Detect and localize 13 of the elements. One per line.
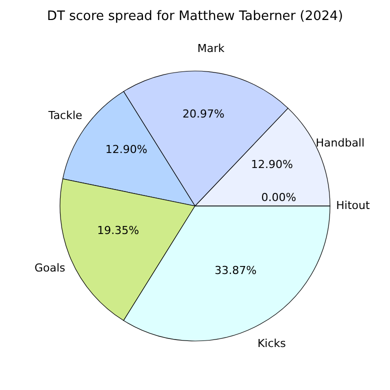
data-label: 33.87% <box>214 264 257 278</box>
slice-label: Goals <box>34 261 66 274</box>
data-label: 19.35% <box>97 224 140 238</box>
data-label: 12.90% <box>250 158 293 171</box>
slice-label: Tackle <box>47 108 83 122</box>
data-label: 12.90% <box>105 143 148 156</box>
slice-label: Kicks <box>257 337 286 350</box>
slice-label: Handball <box>316 136 365 150</box>
data-label: 20.97% <box>182 108 224 121</box>
text: 0.00% <box>261 191 296 204</box>
slice-label: Mark <box>197 42 226 55</box>
category-label: Hitout <box>336 199 370 212</box>
chart-title: DT score spread for Matthew Taberner (2024) <box>46 9 344 24</box>
